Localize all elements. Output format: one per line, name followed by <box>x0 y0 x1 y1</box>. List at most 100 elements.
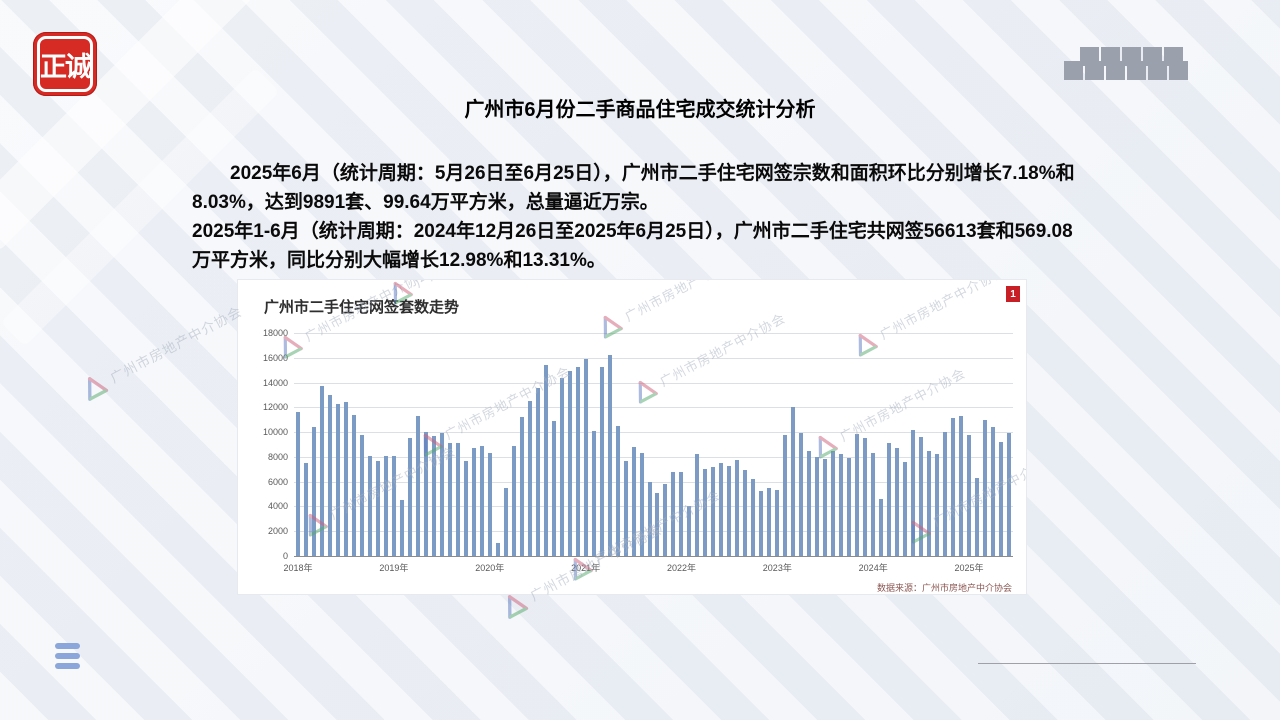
bar <box>863 437 868 556</box>
bar <box>615 425 620 556</box>
bar <box>343 402 348 556</box>
checker-square <box>1122 47 1141 66</box>
x-axis-year-label: 2018年 <box>283 563 313 573</box>
bar <box>983 419 988 556</box>
bar <box>439 433 444 556</box>
bar <box>559 378 564 556</box>
bar <box>871 452 876 556</box>
association-watermark: 广州市房地产中介协会 <box>808 361 970 462</box>
bar <box>399 499 404 556</box>
bar <box>727 465 732 556</box>
bar <box>927 450 932 556</box>
bar <box>895 447 900 556</box>
bar <box>415 416 420 556</box>
bar <box>807 450 812 556</box>
bar <box>711 467 716 556</box>
association-logo-icon <box>283 335 303 359</box>
bar <box>855 433 860 556</box>
association-logo-icon <box>858 333 878 357</box>
association-logo-icon <box>638 380 658 404</box>
association-watermark: 广州市房地产中介协会 <box>413 359 575 460</box>
bar <box>359 434 364 556</box>
bar <box>599 367 604 556</box>
bar <box>607 355 612 556</box>
bar <box>623 460 628 556</box>
bar <box>327 394 332 556</box>
x-axis-year-label: 2023年 <box>762 563 792 573</box>
bar <box>567 370 572 556</box>
bar <box>535 387 540 556</box>
association-logo-icon <box>423 433 443 457</box>
bar <box>687 506 692 556</box>
slide-title: 广州市6月份二手商品住宅成交统计分析 <box>464 99 816 121</box>
bar <box>759 490 764 556</box>
checker-square <box>1101 47 1120 66</box>
bar <box>471 448 476 556</box>
bar <box>591 430 596 556</box>
bar <box>655 493 660 556</box>
bar <box>887 443 892 556</box>
bar <box>799 432 804 556</box>
bar-chart-plot: 0 2000 4000 6000 8000 10000 12000 14000 16000 180… <box>263 328 1013 561</box>
bar <box>903 461 908 556</box>
bar <box>935 454 940 556</box>
bar <box>319 386 324 556</box>
bar <box>791 406 796 556</box>
bar <box>519 416 524 556</box>
bar <box>919 437 924 556</box>
bar <box>991 427 996 556</box>
bar <box>479 445 484 556</box>
bar <box>647 481 652 556</box>
y-tick-label: 10000 <box>262 427 288 438</box>
bar <box>967 434 972 556</box>
y-tick-label: 18000 <box>262 328 288 338</box>
checker-square <box>1064 61 1083 80</box>
bar <box>839 454 844 556</box>
y-tick-label: 6000 <box>267 476 288 487</box>
bar <box>503 488 508 556</box>
bar <box>911 429 916 556</box>
watermark-layer: 广州市房地产中介协会 广州市房地产中介协会 广州市房地产中介协会 广州市房地产中介协会… <box>238 280 1026 594</box>
bar <box>423 431 428 556</box>
gridline <box>294 506 1013 508</box>
bar <box>463 461 468 556</box>
x-axis-year-label: 2024年 <box>858 563 888 573</box>
association-logo-icon <box>603 315 623 339</box>
bar <box>951 417 956 556</box>
bar <box>295 412 300 556</box>
gridline <box>294 531 1013 533</box>
y-tick-label: 8000 <box>267 451 288 462</box>
logo-text: 正诚 <box>40 51 92 82</box>
association-watermark: 广州市房地产中介协会 <box>901 446 1026 547</box>
bar <box>407 437 412 556</box>
body-text: 2025年6月（统计周期：5月26日至6月25日），广州市二手住宅网签宗数和面积… <box>192 159 1084 275</box>
bar <box>375 460 380 556</box>
checker-square <box>1143 47 1162 66</box>
bar <box>831 451 836 556</box>
bar <box>847 457 852 556</box>
x-axis-year-label: 2020年 <box>475 563 505 573</box>
bar <box>1007 433 1011 556</box>
association-watermark: 广州市房地产中介协会 <box>76 299 246 405</box>
bar <box>823 458 828 556</box>
y-tick-label: 0 <box>282 551 288 561</box>
bar <box>351 415 356 556</box>
bar <box>527 400 532 556</box>
association-logo-icon <box>393 281 413 305</box>
page-number-badge: 1 <box>1006 286 1020 302</box>
gridline <box>294 407 1013 409</box>
association-logo-icon <box>573 557 593 581</box>
bar <box>815 456 820 556</box>
bar <box>743 469 748 556</box>
bar <box>575 367 580 556</box>
y-tick-label: 16000 <box>262 352 288 363</box>
bar <box>663 483 668 556</box>
x-axis-year-label: 2022年 <box>666 563 696 573</box>
y-tick-label: 14000 <box>262 377 288 388</box>
bar <box>583 359 588 556</box>
gridline <box>294 333 1013 334</box>
bar <box>975 477 980 556</box>
association-watermark: 广州市房地产中介协会 <box>593 280 755 342</box>
bar <box>303 463 308 556</box>
